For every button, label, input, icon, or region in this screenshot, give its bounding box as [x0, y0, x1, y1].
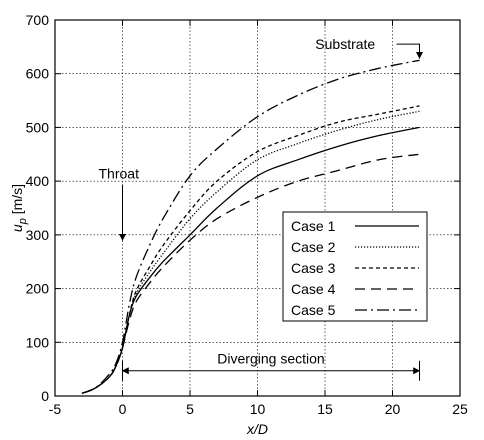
- legend: Case 1 Case 2 Case 3 Case 4 Case 5: [282, 211, 428, 322]
- legend-label: Case 2: [291, 239, 336, 255]
- annotation-label: Throat: [99, 166, 140, 182]
- y-tick-label: 400: [26, 173, 50, 189]
- annotation-arrow: [396, 43, 423, 59]
- series-line-case-5: [81, 59, 420, 394]
- y-tick-label: 600: [26, 66, 50, 82]
- y-axis-title: up [m/s]: [9, 184, 29, 232]
- x-tick-label: 0: [119, 401, 127, 417]
- x-tick-label: 20: [385, 401, 401, 417]
- x-tick-label: 5: [186, 401, 194, 417]
- y-tick-label: 700: [26, 12, 50, 28]
- y-tick-label: 500: [26, 119, 50, 135]
- annotations: Throat Substrate Diverging section: [99, 36, 423, 381]
- y-tick-label: 0: [41, 388, 49, 404]
- y-tick-label: 200: [26, 281, 50, 297]
- series-line-case-4: [81, 153, 420, 394]
- y-tick-label: 300: [26, 227, 50, 243]
- legend-label: Case 5: [291, 302, 336, 318]
- legend-label: Case 1: [291, 218, 336, 234]
- x-tick-label: -5: [49, 401, 62, 417]
- annotation-label: Substrate: [315, 36, 375, 52]
- grid: [55, 20, 460, 396]
- legend-label: Case 3: [291, 260, 336, 276]
- legend-box: [282, 211, 428, 322]
- y-tick-label: 100: [26, 334, 50, 350]
- x-axis-title: x/D: [246, 421, 268, 437]
- series-group: [81, 59, 420, 394]
- legend-label: Case 4: [291, 281, 336, 297]
- x-tick-label: 25: [452, 401, 468, 417]
- x-tick-label: 10: [250, 401, 266, 417]
- annotation-label: Diverging section: [217, 350, 324, 366]
- x-tick-label: 15: [317, 401, 333, 417]
